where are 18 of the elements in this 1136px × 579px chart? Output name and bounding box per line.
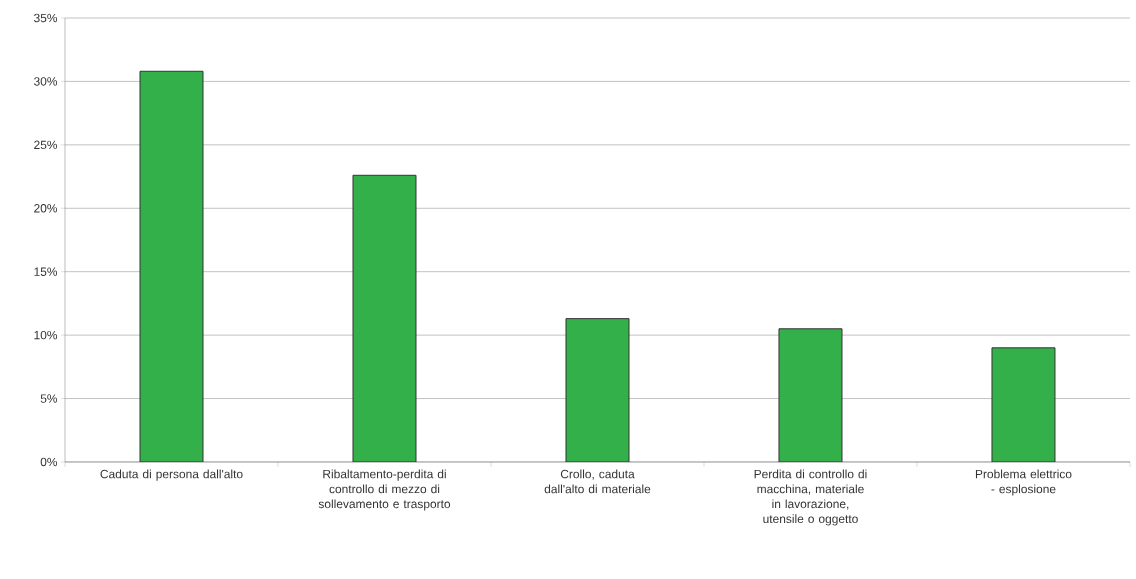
- y-tick-label: 10%: [34, 330, 58, 340]
- x-tick-label: Crollo, caduta dall'alto di materiale: [544, 469, 651, 494]
- y-tick-label: 15%: [34, 267, 58, 276]
- y-tick-label: 0%: [40, 457, 58, 467]
- bar: [139, 70, 204, 462]
- bar: [352, 174, 417, 462]
- bar: [565, 318, 630, 462]
- x-tick-label: Perdita di controllo di macchina, materiale in lavorazione, utensile o oggetto: [754, 469, 867, 526]
- x-tick-label: Ribaltamento-perdita di controllo di mezzo di sollevamento e trasporto: [318, 469, 451, 511]
- y-tick-label: 30%: [34, 77, 58, 86]
- y-tick-label: 25%: [34, 140, 58, 150]
- y-tick-label: 20%: [34, 204, 58, 213]
- bar: [778, 328, 843, 462]
- y-tick-label: 35%: [34, 13, 58, 23]
- x-tick-label: Problema elettrico - esplosione: [975, 469, 1072, 496]
- y-tick-label: 5%: [40, 394, 58, 403]
- x-tick-label: Caduta di persona dall'alto: [100, 469, 243, 481]
- bar: [991, 347, 1056, 462]
